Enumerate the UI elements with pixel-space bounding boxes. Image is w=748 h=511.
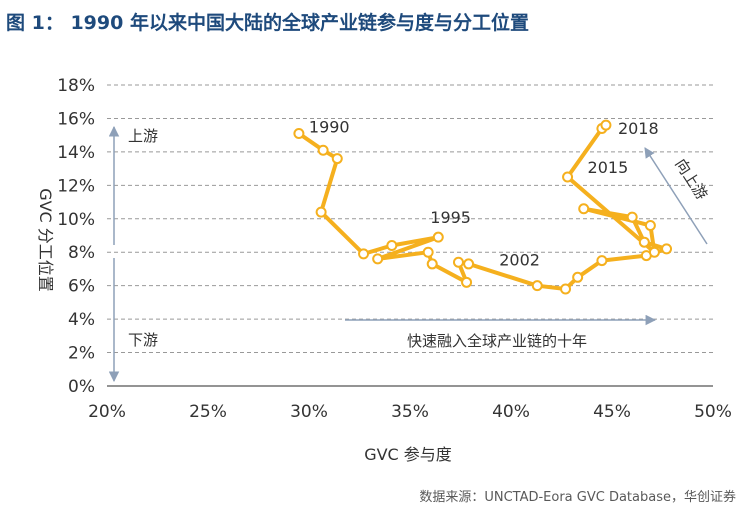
y-axis-label: GVC 分工位置	[36, 188, 55, 292]
y-tick-label: 2%	[68, 344, 95, 364]
data-point	[293, 127, 305, 139]
chart-title: 图 1： 1990 年以来中国大陆的全球产业链参与度与分工位置	[6, 12, 529, 34]
data-point	[317, 144, 329, 156]
x-tick-label: 45%	[593, 402, 631, 422]
year-label: 1995	[430, 208, 471, 227]
year-label: 2002	[499, 251, 540, 270]
data-point	[626, 211, 638, 223]
year-label: 2015	[588, 158, 629, 177]
data-point	[386, 240, 398, 252]
y-tick-label: 18%	[57, 76, 95, 96]
series-line	[296, 123, 669, 291]
upstream-label: 上游	[128, 127, 158, 145]
x-tick-label: 30%	[290, 402, 328, 422]
data-point	[596, 255, 608, 267]
data-point	[661, 243, 673, 255]
y-tick-label: 4%	[68, 310, 95, 330]
integration-label: 快速融入全球产业链的十年	[407, 332, 587, 350]
data-point	[372, 253, 384, 265]
moving-up-label: 向上游	[671, 155, 711, 203]
y-tick-label: 14%	[57, 143, 95, 163]
data-point	[422, 246, 434, 258]
data-point	[452, 256, 464, 268]
data-point	[560, 283, 572, 295]
moving-up-arrow	[644, 147, 708, 245]
data-point	[562, 171, 574, 183]
downstream-label: 下游	[128, 331, 158, 349]
x-tick-label: 35%	[391, 402, 429, 422]
data-point	[461, 276, 473, 288]
x-tick-label: 20%	[88, 402, 126, 422]
data-point	[463, 258, 475, 270]
source-note: 数据来源：UNCTAD-Eora GVC Database，华创证券	[419, 490, 736, 505]
x-tick-label: 25%	[189, 402, 227, 422]
year-label: 2018	[618, 119, 659, 138]
data-point	[578, 203, 590, 215]
y-tick-label: 0%	[68, 377, 95, 397]
data-point	[572, 271, 584, 283]
y-tick-label: 10%	[57, 210, 95, 230]
data-point	[426, 258, 438, 270]
x-axis-label: GVC 参与度	[364, 445, 452, 464]
data-point	[648, 246, 660, 258]
data-point	[644, 219, 656, 231]
year-label: 1990	[309, 117, 350, 136]
x-tick-label: 40%	[492, 402, 530, 422]
x-tick-label: 50%	[694, 402, 732, 422]
y-tick-label: 6%	[68, 277, 95, 297]
data-point	[315, 206, 327, 218]
data-point	[531, 280, 543, 292]
data-point	[331, 153, 343, 165]
data-point	[600, 119, 612, 131]
data-point	[358, 248, 370, 260]
data-point	[638, 236, 650, 248]
data-point	[432, 231, 444, 243]
y-tick-label: 16%	[57, 109, 95, 129]
y-tick-label: 12%	[57, 176, 95, 196]
y-tick-label: 8%	[68, 243, 95, 263]
